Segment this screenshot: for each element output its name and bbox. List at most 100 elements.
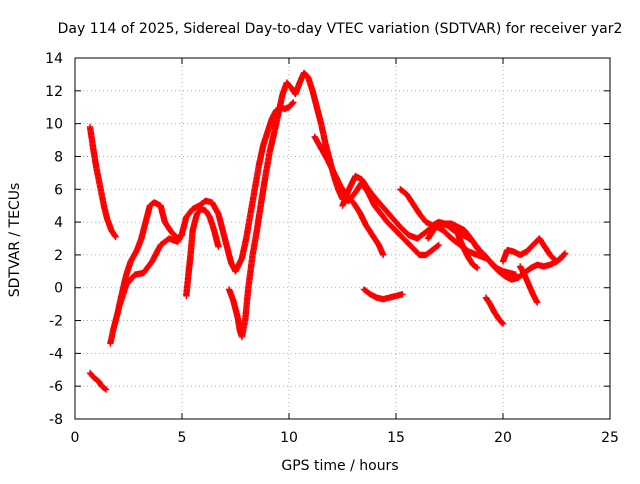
data-point — [200, 207, 203, 211]
data-point — [230, 261, 233, 265]
data-point — [377, 243, 381, 247]
data-point — [352, 201, 355, 204]
data-point — [454, 227, 458, 230]
data-point — [238, 329, 241, 332]
data-point — [266, 130, 269, 133]
data-point — [441, 229, 445, 232]
data-point — [379, 212, 383, 216]
data-point — [371, 234, 374, 237]
data-point — [110, 229, 113, 232]
data-point — [283, 107, 286, 111]
data-point — [270, 117, 274, 120]
data-point — [307, 76, 310, 79]
data-point — [382, 298, 385, 301]
y-tick-label: -6 — [49, 379, 63, 395]
data-point — [191, 207, 194, 211]
data-point — [247, 286, 250, 289]
data-point — [92, 147, 95, 150]
data-point — [538, 237, 541, 240]
series-arc-1 — [86, 123, 119, 241]
data-point — [332, 171, 336, 175]
data-point — [536, 301, 539, 304]
data-point — [129, 260, 132, 263]
data-point — [313, 135, 316, 138]
data-point — [185, 216, 188, 219]
data-point — [512, 250, 515, 253]
data-point — [148, 204, 152, 207]
data-point — [170, 230, 173, 234]
data-markers — [116, 99, 297, 308]
data-point — [373, 204, 376, 207]
series-arc-2 — [86, 369, 110, 393]
data-point — [394, 294, 398, 298]
data-point — [168, 237, 171, 240]
data-point — [484, 296, 488, 299]
data-point — [217, 212, 220, 216]
data-point — [289, 86, 293, 89]
data-point — [302, 71, 306, 75]
data-point — [386, 220, 389, 224]
grid-layer — [75, 58, 610, 419]
data-point — [399, 225, 402, 229]
data-point — [390, 216, 393, 219]
data-point — [354, 191, 357, 194]
x-tick-label: 15 — [387, 430, 405, 446]
data-point — [292, 101, 295, 104]
y-tick-label: 0 — [54, 281, 63, 297]
data-point — [405, 240, 408, 243]
data-point — [112, 327, 115, 330]
x-tick-label: 20 — [494, 430, 512, 446]
y-axis-label: SDTVAR / TECUs — [7, 183, 23, 298]
data-point — [88, 125, 92, 129]
data-point — [431, 248, 434, 252]
data-point — [382, 253, 385, 257]
data-point — [424, 253, 428, 257]
series-arc-13 — [482, 294, 507, 327]
data-point — [510, 278, 513, 281]
data-point — [531, 243, 535, 247]
series-arc-4 — [116, 99, 297, 308]
data-point — [478, 248, 481, 252]
data-point — [439, 222, 443, 225]
data-point — [88, 371, 92, 375]
data-point — [208, 216, 211, 219]
plot-frame — [74, 57, 611, 420]
data-point — [548, 253, 552, 257]
data-point — [99, 188, 102, 191]
data-point — [450, 237, 453, 240]
data-point — [315, 106, 318, 109]
data-point — [493, 311, 496, 314]
data-point — [405, 193, 408, 196]
data-point — [484, 255, 488, 258]
data-point — [467, 257, 470, 260]
data-point — [347, 188, 351, 191]
data-point — [471, 263, 475, 266]
data-point — [227, 288, 231, 291]
data-point — [401, 293, 404, 296]
data-point — [501, 322, 505, 325]
data-point — [364, 224, 368, 227]
data-point — [118, 302, 122, 306]
data-point — [424, 220, 428, 224]
data-point — [489, 302, 492, 306]
data-point — [116, 311, 120, 314]
data-point — [133, 273, 137, 276]
data-point — [437, 243, 440, 247]
data-point — [287, 106, 291, 109]
series-arc-15 — [516, 263, 541, 306]
data-markers — [225, 69, 442, 341]
data-point — [426, 237, 430, 240]
data-point — [418, 253, 421, 257]
series-arc-5 — [183, 205, 222, 300]
data-point — [204, 209, 207, 212]
data-point — [142, 271, 145, 275]
data-point — [191, 229, 194, 232]
data-point — [411, 247, 415, 250]
data-point — [104, 388, 108, 391]
data-point — [102, 204, 106, 207]
data-point — [563, 252, 567, 255]
data-point — [319, 147, 323, 150]
data-point — [559, 257, 562, 260]
data-point — [204, 199, 207, 202]
